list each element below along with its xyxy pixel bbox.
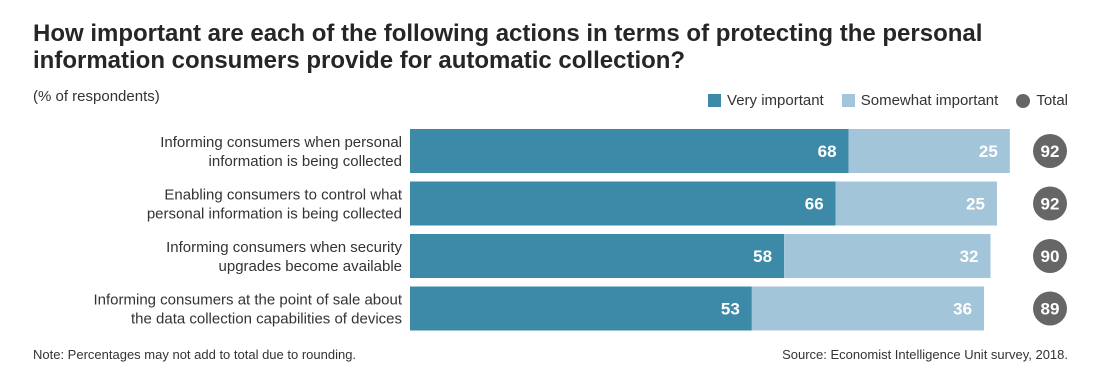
- bar-somewhat-important: [751, 286, 985, 331]
- legend-label-very-important: Very important: [727, 92, 824, 109]
- category-label-line: Enabling consumers to control what: [164, 187, 402, 204]
- category-label-line: upgrades become available: [219, 258, 402, 275]
- total-circle: [1033, 134, 1067, 168]
- total-circle: [1033, 291, 1067, 326]
- bar-very-important: [410, 286, 752, 331]
- chart-subtitle: (% of respondents): [33, 88, 160, 105]
- category-label-line: Informing consumers when personal: [160, 134, 402, 151]
- legend: Very important Somewhat important Total: [690, 92, 1068, 109]
- data-label-very-important: 66: [805, 195, 824, 214]
- total-label: 90: [1041, 247, 1060, 266]
- data-label-somewhat-important: 25: [966, 195, 985, 214]
- category-label-line: personal information is being collected: [147, 206, 402, 223]
- chart-title: How important are each of the following …: [33, 20, 983, 74]
- legend-item-total: Total: [1016, 92, 1068, 109]
- category-label: Enabling consumers to control what person…: [147, 187, 403, 223]
- data-label-somewhat-important: 32: [960, 247, 979, 266]
- total-circle: [1033, 186, 1067, 221]
- bar-somewhat-important: [848, 129, 1010, 173]
- bar-somewhat-important: [835, 181, 997, 226]
- bar-very-important: [410, 181, 836, 226]
- data-label-somewhat-important: 25: [979, 142, 998, 161]
- category-label-line: Informing consumers at the point of sale…: [93, 292, 402, 309]
- data-label-very-important: 53: [721, 300, 740, 319]
- legend-label-total: Total: [1036, 92, 1068, 109]
- total-circle: [1033, 239, 1067, 273]
- data-label-very-important: 58: [753, 247, 772, 266]
- category-label: Informing consumers when security upgrade…: [166, 239, 402, 275]
- category-label-line: the data collection capabilities of devi…: [131, 311, 402, 328]
- legend-swatch-very-important: [708, 94, 722, 107]
- legend-swatch-somewhat-important: [841, 94, 855, 107]
- total-label: 92: [1041, 142, 1060, 161]
- category-label: Informing consumers at the point of sale…: [93, 292, 402, 328]
- bar-very-important: [410, 129, 849, 173]
- source-note: Source: Economist Intelligence Unit surv…: [782, 347, 1068, 362]
- category-label: Informing consumers when personal informa…: [160, 134, 402, 170]
- legend-dot-total: [1016, 93, 1031, 108]
- total-label: 92: [1041, 195, 1060, 214]
- footnote: Note: Percentages may not add to total d…: [33, 347, 357, 362]
- category-label-line: Informing consumers when security: [166, 239, 402, 256]
- data-label-very-important: 68: [818, 142, 837, 161]
- total-label: 89: [1041, 300, 1060, 319]
- bar-very-important: [410, 234, 785, 278]
- category-label-line: information is being collected: [209, 153, 402, 170]
- legend-item-somewhat-important: Somewhat important: [841, 92, 999, 109]
- bar-somewhat-important: [784, 234, 991, 278]
- legend-item-very-important: Very important: [708, 92, 824, 109]
- legend-label-somewhat-important: Somewhat important: [860, 92, 999, 109]
- data-label-somewhat-important: 36: [953, 300, 972, 319]
